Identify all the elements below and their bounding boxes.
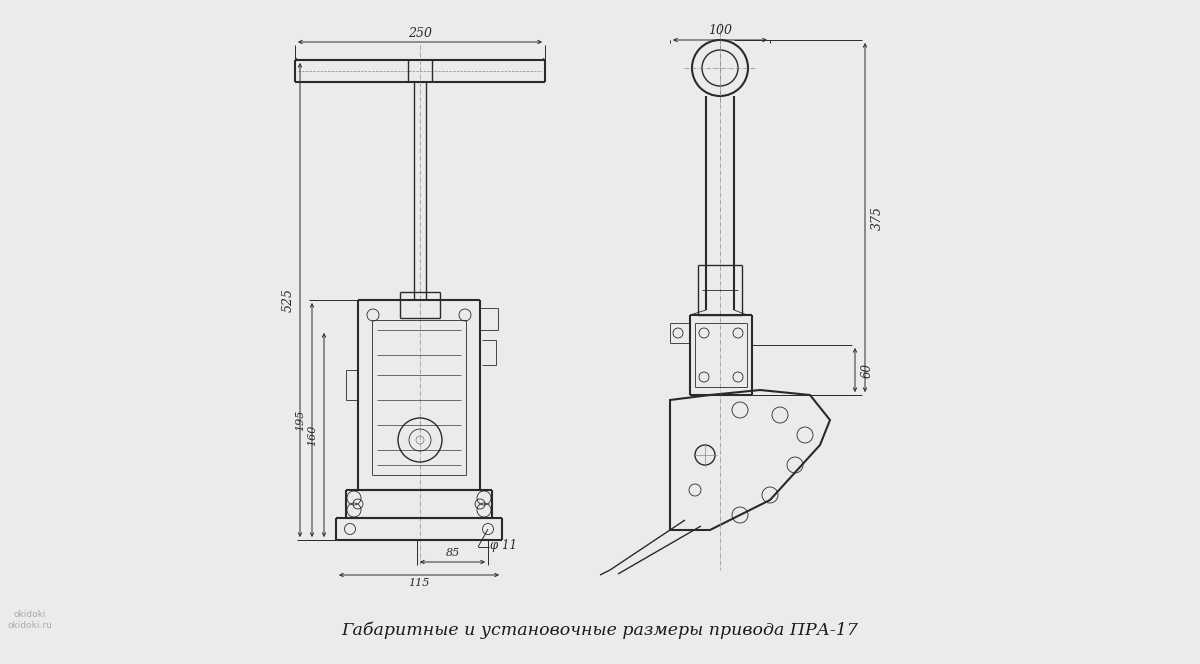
Text: Габаритные и установочные размеры привода ПРА-17: Габаритные и установочные размеры привод… bbox=[342, 622, 858, 639]
Text: φ 11: φ 11 bbox=[490, 539, 517, 552]
Text: 195: 195 bbox=[295, 409, 305, 431]
Text: 250: 250 bbox=[408, 27, 432, 39]
Text: 375: 375 bbox=[870, 205, 883, 230]
Text: 525: 525 bbox=[282, 288, 294, 312]
Text: okidoki
okidoki.ru: okidoki okidoki.ru bbox=[7, 610, 53, 629]
Text: 85: 85 bbox=[445, 548, 460, 558]
Text: 160: 160 bbox=[307, 424, 317, 446]
Text: 60: 60 bbox=[860, 363, 874, 378]
Text: 100: 100 bbox=[708, 23, 732, 37]
Text: 115: 115 bbox=[408, 578, 430, 588]
